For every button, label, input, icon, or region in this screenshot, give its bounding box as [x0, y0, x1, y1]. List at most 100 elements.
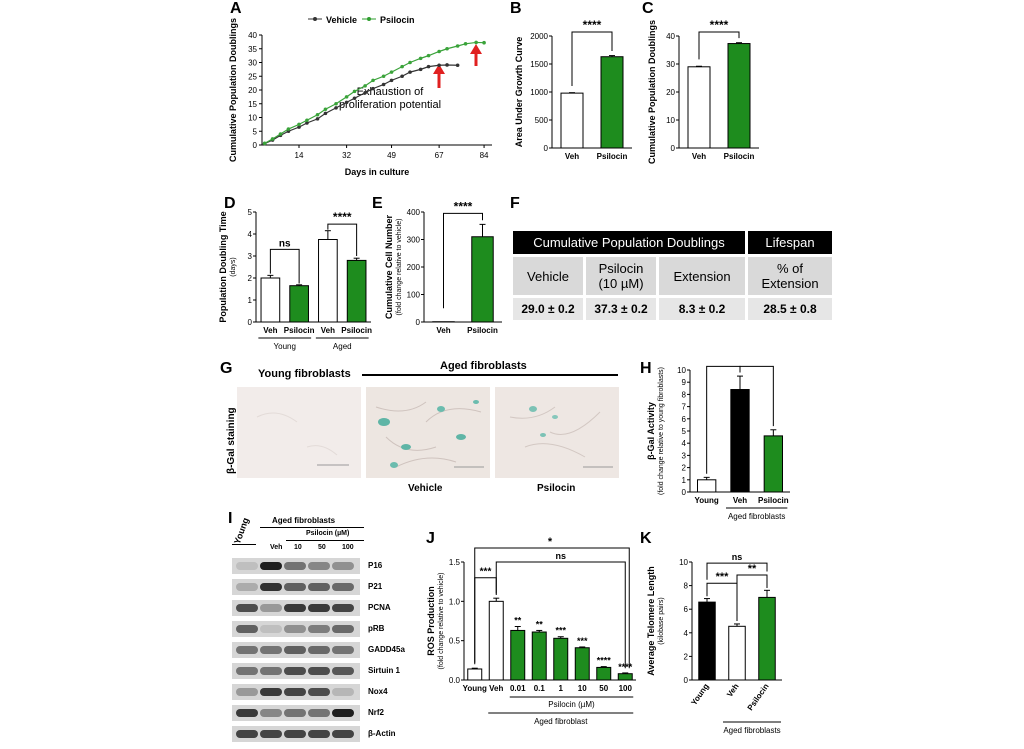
- y-tick-label: 10: [248, 114, 257, 123]
- blot-band: [308, 667, 330, 675]
- y-tick-label: 300: [407, 236, 421, 245]
- blot-strip: [232, 642, 360, 658]
- y-tick-label: 20: [248, 86, 257, 95]
- bar: [727, 43, 751, 149]
- data-point-psilocin: [371, 78, 375, 83]
- y-tick-label: 0.5: [449, 637, 461, 646]
- lane-label: Veh: [270, 544, 283, 551]
- y-tick-label: 30: [248, 59, 257, 68]
- g-aged-bracket: [362, 374, 618, 376]
- blot-band: [236, 667, 258, 675]
- bar-significance-label: ****: [597, 656, 612, 666]
- bar: [471, 236, 494, 323]
- x-tick-label: Veh: [263, 326, 277, 335]
- blot-band: [260, 583, 282, 591]
- y-tick-label: 30: [666, 60, 675, 69]
- micrograph-aged-psilocin: [495, 387, 619, 478]
- blot-band: [308, 604, 330, 612]
- data-point-psilocin: [463, 42, 468, 46]
- y-tick-label: 8: [682, 390, 687, 399]
- lane-label: 100: [342, 544, 354, 551]
- data-point-psilocin: [381, 74, 386, 79]
- data-point-psilocin: [270, 137, 275, 141]
- significance-bracket: [736, 574, 768, 621]
- blot-band: [332, 625, 354, 633]
- x-tick-label: Psilocin: [758, 496, 789, 505]
- x-tick-label: Psilocin: [467, 326, 498, 335]
- data-point-vehicle: [400, 74, 404, 79]
- blot-band: [260, 562, 282, 570]
- significance-bracket: [739, 365, 774, 427]
- blot-band: [236, 562, 258, 570]
- table-col-vehicle: Vehicle: [513, 257, 583, 295]
- x-tick-label: 32: [342, 151, 351, 160]
- panel-a-chart: Vehicle Psilocin Exhaustion of prolifera…: [228, 15, 492, 177]
- blot-band: [332, 709, 354, 717]
- data-point-vehicle: [315, 117, 320, 121]
- x-tick-label: Veh: [436, 326, 450, 335]
- y-tick-label: 1.0: [449, 597, 461, 606]
- lane-label: 50: [318, 544, 326, 551]
- data-point-psilocin: [408, 60, 412, 65]
- g-row-label: β-Gal staining: [226, 407, 237, 474]
- x-tick-label: Psilocin: [284, 326, 315, 335]
- bar: [728, 625, 746, 681]
- significance-label: ****: [710, 18, 729, 32]
- significance-label: ***: [717, 362, 731, 366]
- data-point-vehicle: [323, 111, 328, 116]
- panel-letter-e: E: [372, 195, 383, 212]
- i-aged-title: Aged fibroblasts: [272, 516, 336, 525]
- data-point-psilocin: [437, 49, 441, 54]
- y-tick-label: 7: [682, 403, 687, 412]
- blot-band: [332, 667, 354, 675]
- x-tick-label: 10: [578, 684, 587, 693]
- bar: [560, 92, 584, 149]
- blot-band: [260, 667, 282, 675]
- y-axis-label: Cumulative Cell Number: [384, 214, 394, 319]
- panel-letter-h: H: [640, 360, 652, 377]
- bar: [687, 66, 711, 149]
- x-tick-label: Veh: [565, 152, 579, 161]
- y-tick-label: 10: [679, 558, 688, 567]
- bar: [510, 629, 526, 681]
- blot-band: [308, 646, 330, 654]
- data-point-psilocin: [323, 107, 328, 112]
- x-tick-label: Psilocin: [597, 152, 628, 161]
- x-tick-label: 1: [559, 684, 564, 693]
- bar: [531, 631, 547, 681]
- panel-d-chart: 0 1 2 3 4 5 Veh Psilocin Veh Psilocin Population D…: [218, 208, 372, 351]
- x-tick-label: 84: [480, 151, 489, 160]
- y-tick-label: 5: [682, 427, 687, 436]
- table-value-extension: 8.3 ± 0.2: [659, 298, 745, 320]
- x-tick-label: Psilocin: [724, 152, 755, 161]
- g-aged-title: Aged fibroblasts: [440, 360, 527, 372]
- panel-f-table: Cumulative Population Doublings Lifespan…: [510, 228, 835, 323]
- x-tick-label: 50: [599, 684, 608, 693]
- y-tick-label: 0: [671, 144, 676, 153]
- blot-band: [308, 709, 330, 717]
- y-tick-label: 9: [682, 378, 687, 387]
- panel-letter-b: B: [510, 0, 522, 17]
- y-axis-label: Average Telomere Length: [646, 566, 656, 676]
- table-header-lifespan: Lifespan: [748, 231, 832, 254]
- panel-letter-i: I: [228, 510, 233, 527]
- panel-h-chart: 0 1 2 3 4 5 6 7 8 9 10 Young Veh Psilocin β-Gal Activi…: [646, 362, 790, 521]
- blot-band: [260, 646, 282, 654]
- blot-band: [308, 730, 330, 738]
- blot-band-label: β-Actin: [368, 729, 396, 738]
- data-point-vehicle: [408, 70, 412, 74]
- significance-label: ****: [333, 210, 352, 224]
- bar: [596, 666, 612, 681]
- arrow-psilocin-exhaustion: [470, 44, 482, 66]
- micrograph-aged-vehicle: [366, 387, 490, 478]
- significance-label: ****: [583, 18, 602, 32]
- y-tick-label: 0: [416, 318, 421, 327]
- data-point-psilocin: [400, 64, 404, 69]
- blot-band-label: Nrf2: [368, 708, 385, 717]
- panel-letter-f: F: [510, 195, 520, 212]
- significance-bracket: [474, 547, 630, 669]
- y-tick-label: 8: [684, 582, 689, 591]
- panel-letter-a: A: [230, 0, 242, 17]
- y-axis-sublabel: (fold change relative to vehicle): [396, 219, 403, 316]
- significance-label: ***: [716, 571, 730, 583]
